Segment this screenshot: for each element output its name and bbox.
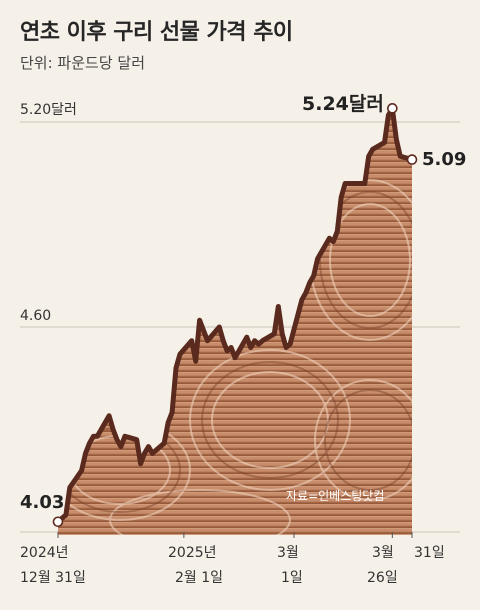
peak-value-label: 5.24달러 (302, 93, 384, 115)
y-tick-label-5-20: 5.20달러 (20, 102, 77, 118)
annotation-marker-1 (387, 103, 398, 114)
start-value-label: 4.03 (20, 492, 64, 513)
x-tick-label-mar1-day: 1일 (281, 570, 303, 586)
x-tick-label-dec31-day: 12월 31일 (20, 570, 86, 586)
y-tick-label-4-60: 4.60 (20, 308, 51, 324)
source-credit: 자료=인베스팅닷컴 (286, 489, 384, 503)
price-series-line (55, 105, 415, 525)
end-value-label: 5.09 (422, 149, 466, 170)
copper-coil-background (58, 108, 412, 536)
x-tick-label-mar26-month: 3월 (372, 545, 394, 561)
annotation-marker-0 (52, 516, 64, 528)
x-tick-label-mar26-day: 26일 (367, 570, 398, 586)
x-axis-ticks (57, 532, 413, 538)
x-tick-label-feb1-day: 2월 1일 (175, 570, 223, 586)
chart-unit-subtitle: 단위: 파운드당 달러 (20, 54, 145, 72)
x-tick-label-mar1-month: 3월 (277, 545, 299, 561)
annotation-markers (52, 103, 418, 528)
x-tick-label-feb1-year: 2025년 (168, 545, 217, 561)
x-tick-label-mar31: 31일 (414, 545, 445, 561)
chart-title: 연초 이후 구리 선물 가격 추이 (20, 20, 293, 45)
x-tick-label-dec31-year: 2024년 (20, 545, 69, 561)
annotation-marker-2 (406, 154, 418, 165)
